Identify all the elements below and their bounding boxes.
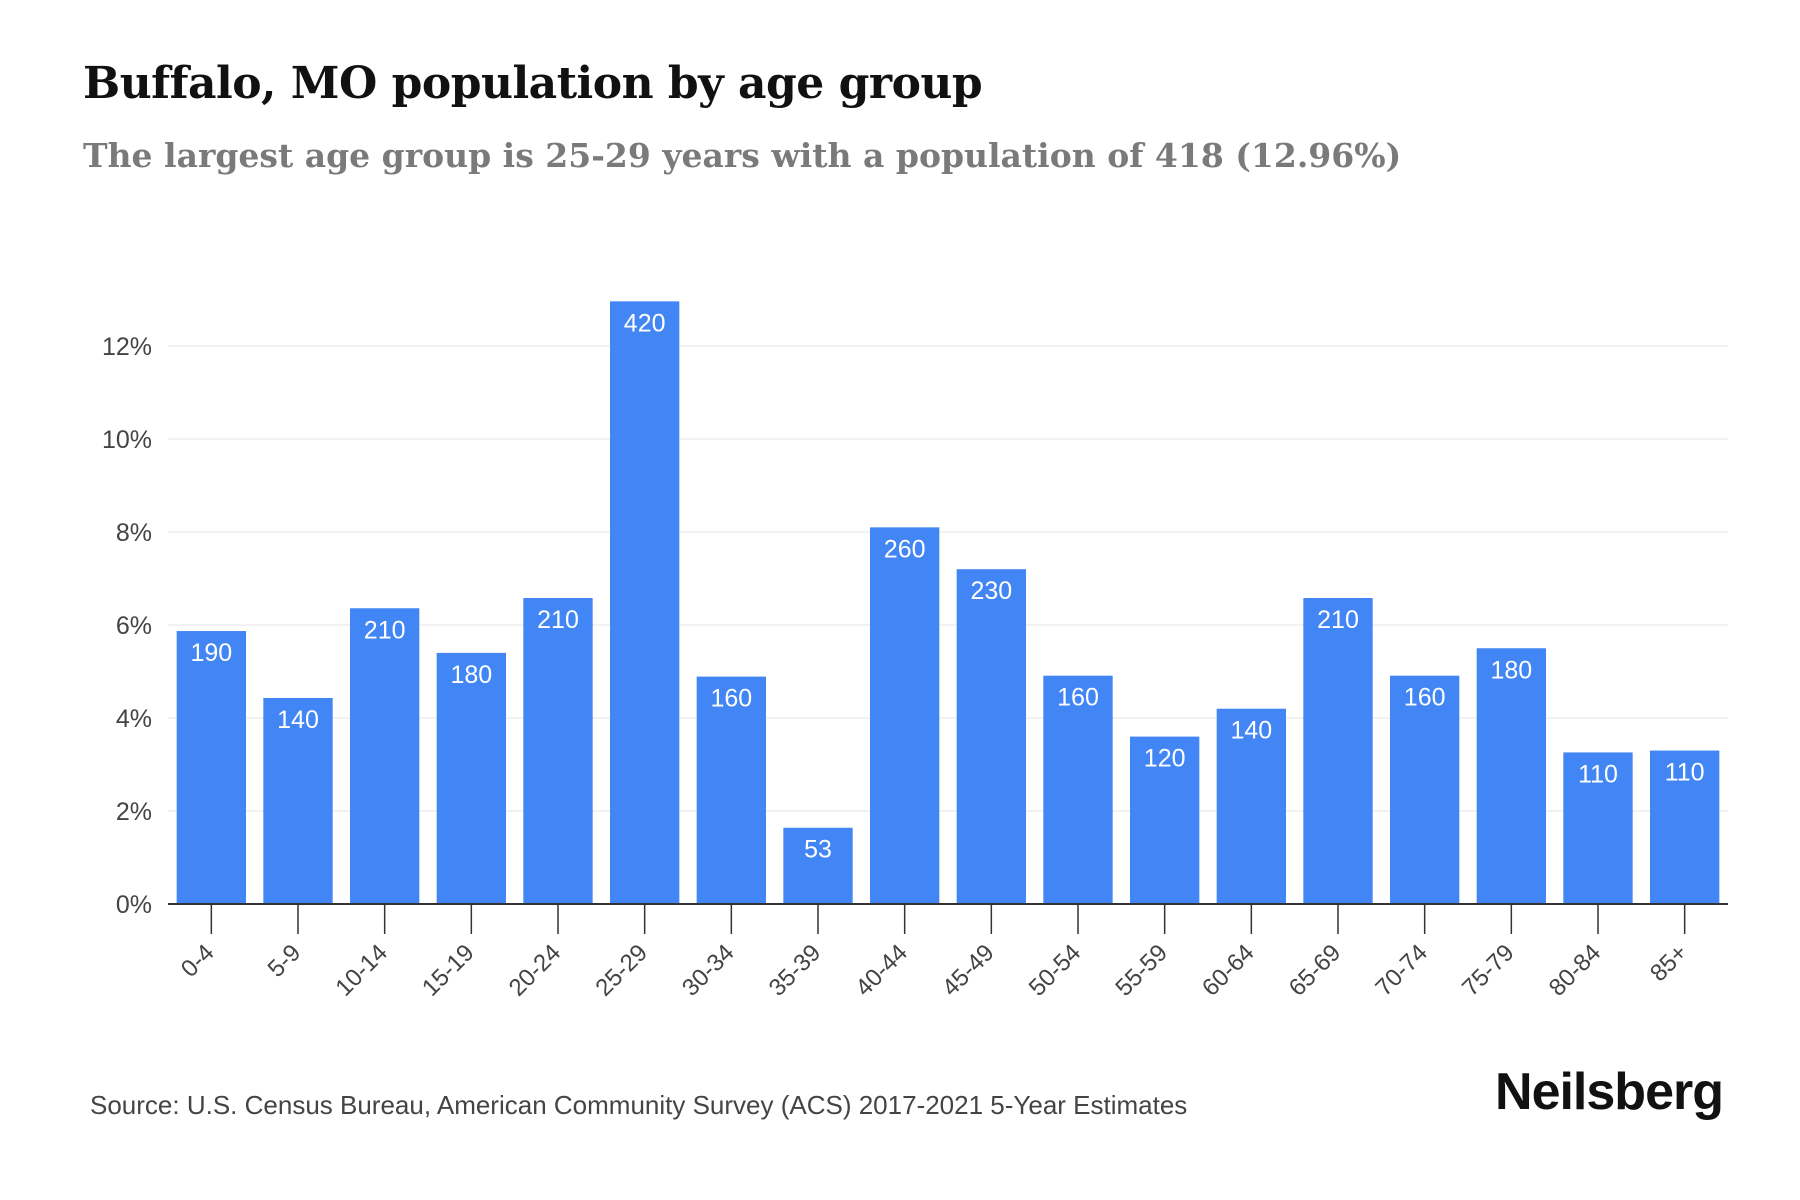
bar-value-label: 230 (970, 577, 1012, 605)
bar-15-19 (436, 652, 506, 904)
bar-10-14 (350, 608, 420, 904)
bar-value-label: 180 (1490, 656, 1532, 684)
x-tick-label: 75-79 (1457, 939, 1520, 1002)
bar-45-49 (956, 569, 1026, 904)
y-tick-label: 8% (116, 519, 152, 547)
bar-value-label: 420 (624, 309, 666, 337)
x-tick-label: 60-64 (1197, 939, 1260, 1002)
bar-value-label: 110 (1665, 759, 1705, 787)
bar-20-24 (523, 598, 593, 904)
chart-title: Buffalo, MO population by age group (83, 58, 983, 109)
bar-50-54 (1043, 675, 1113, 904)
bar-40-44 (870, 527, 940, 904)
x-tick-label: 65-69 (1284, 939, 1347, 1002)
x-tick-label: 85+ (1645, 939, 1693, 987)
bar-value-label: 180 (450, 661, 492, 689)
x-tick-label: 50-54 (1024, 939, 1087, 1002)
bar-value-label: 140 (277, 706, 319, 734)
bar-value-label: 160 (1057, 684, 1099, 712)
y-tick-label: 4% (116, 705, 152, 733)
bar-35-39 (783, 827, 853, 904)
bar-65-69 (1303, 598, 1373, 904)
bar-value-label: 190 (190, 639, 232, 667)
bar-80-84 (1563, 752, 1633, 904)
bar-85+ (1650, 750, 1720, 904)
y-tick-label: 6% (116, 612, 152, 640)
x-tick-label: 45-49 (937, 939, 1000, 1002)
bar-value-label: 53 (804, 836, 832, 864)
x-axis-tick-labels: 0-4 5-9 10-14 15-19 20-24 25-29 30-34 35-39 40-4… (176, 939, 1693, 1002)
bar-value-label: 260 (884, 535, 926, 563)
brand-logo: Neilsberg (1495, 1063, 1724, 1121)
bar-0-4 (176, 631, 246, 904)
x-tick-label: 35-39 (764, 939, 827, 1002)
bar-75-79 (1476, 648, 1546, 904)
x-tick-label: 10-14 (330, 939, 393, 1002)
bar-value-label: 120 (1144, 745, 1186, 773)
y-tick-label: 12% (102, 333, 152, 361)
x-tick-label: 70-74 (1370, 939, 1433, 1002)
bar-55-59 (1130, 736, 1200, 904)
bar-value-label: 110 (1578, 760, 1618, 788)
x-tick-label: 55-59 (1110, 939, 1173, 1002)
chart-subtitle: The largest age group is 25-29 years wit… (83, 136, 1402, 175)
bars (176, 301, 1720, 904)
bar-value-labels: 190 140 210 180 210 420 160 53 260 230 160 120 140 21… (190, 309, 1704, 863)
x-tick-label: 30-34 (677, 939, 740, 1002)
y-axis-tick-labels: 0% 2% 4% 6% 8% 10% 12% (102, 333, 152, 919)
x-tick-label: 40-44 (850, 939, 913, 1002)
bar-5-9 (263, 698, 333, 904)
grid-lines (168, 345, 1728, 812)
bar-value-label: 210 (1317, 606, 1359, 634)
bar-60-64 (1216, 708, 1286, 904)
x-axis-ticks (210, 904, 1686, 934)
x-tick-label: 0-4 (176, 939, 220, 983)
bar-value-label: 160 (1404, 684, 1446, 712)
x-tick-label: 20-24 (504, 939, 567, 1002)
bar-70-74 (1390, 675, 1460, 904)
bar-value-label: 140 (1230, 717, 1272, 745)
x-tick-label: 15-19 (417, 939, 480, 1002)
bar-value-label: 160 (710, 685, 752, 713)
source-note: Source: U.S. Census Bureau, American Com… (90, 1090, 1188, 1120)
y-tick-label: 10% (102, 426, 152, 454)
bar-30-34 (696, 676, 766, 904)
bar-value-label: 210 (537, 606, 579, 634)
y-tick-label: 2% (116, 798, 152, 826)
population-bar-chart: 0% 2% 4% 6% 8% 10% 12% 190 140 210 180 210 420 160 53… (102, 301, 1728, 1002)
y-tick-label: 0% (116, 891, 152, 919)
x-tick-label: 80-84 (1544, 939, 1607, 1002)
bar-value-label: 210 (364, 616, 406, 644)
x-tick-label: 5-9 (263, 939, 307, 983)
x-tick-label: 25-29 (590, 939, 653, 1002)
bar-25-29 (610, 301, 680, 904)
